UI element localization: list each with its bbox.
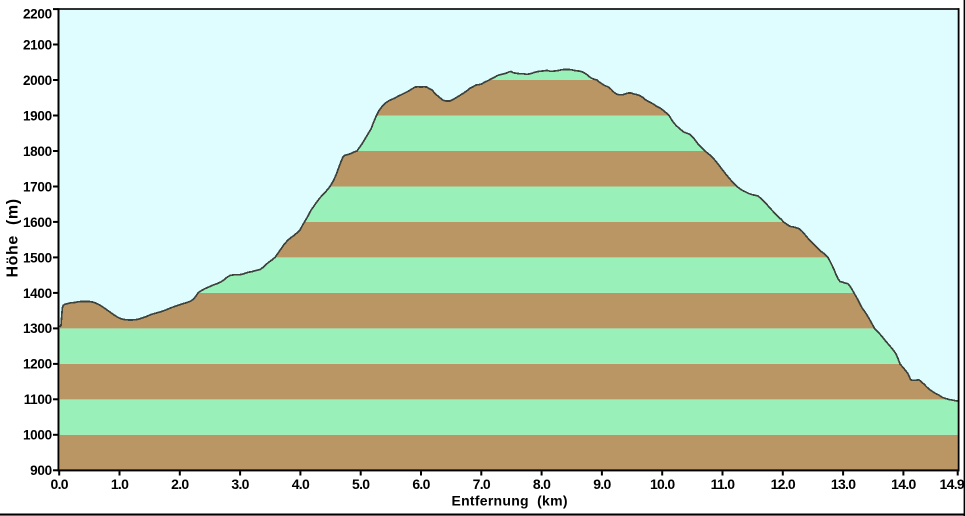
- svg-text:1500: 1500: [23, 250, 52, 265]
- svg-text:Entfernung (km): Entfernung (km): [452, 493, 568, 509]
- svg-text:8.0: 8.0: [533, 476, 551, 492]
- svg-text:11.0: 11.0: [711, 476, 736, 492]
- svg-text:5.0: 5.0: [352, 476, 370, 492]
- svg-text:12.0: 12.0: [771, 476, 796, 492]
- svg-text:7.0: 7.0: [473, 476, 491, 492]
- svg-text:1600: 1600: [23, 215, 52, 230]
- svg-text:1000: 1000: [23, 428, 52, 443]
- svg-text:6.0: 6.0: [412, 476, 430, 492]
- svg-text:0.0: 0.0: [51, 476, 69, 492]
- svg-text:2000: 2000: [23, 73, 52, 88]
- svg-text:10.0: 10.0: [650, 476, 675, 492]
- svg-text:1900: 1900: [23, 108, 52, 123]
- svg-text:Höhe (m): Höhe (m): [5, 198, 22, 277]
- svg-text:1800: 1800: [23, 144, 52, 159]
- svg-text:900: 900: [30, 463, 52, 478]
- svg-text:1100: 1100: [24, 392, 52, 407]
- svg-text:14.9: 14.9: [940, 476, 965, 492]
- svg-text:3.0: 3.0: [231, 476, 249, 492]
- svg-text:2200: 2200: [23, 7, 52, 22]
- svg-text:1400: 1400: [23, 286, 52, 301]
- svg-text:1200: 1200: [23, 357, 52, 372]
- svg-text:4.0: 4.0: [292, 476, 310, 492]
- svg-text:2100: 2100: [23, 37, 52, 52]
- svg-text:1300: 1300: [23, 321, 52, 336]
- svg-text:1.0: 1.0: [111, 476, 129, 492]
- svg-text:1700: 1700: [23, 179, 52, 194]
- svg-text:14.0: 14.0: [891, 476, 916, 492]
- svg-text:2.0: 2.0: [171, 476, 189, 492]
- svg-text:9.0: 9.0: [593, 476, 611, 492]
- svg-text:13.0: 13.0: [831, 476, 856, 492]
